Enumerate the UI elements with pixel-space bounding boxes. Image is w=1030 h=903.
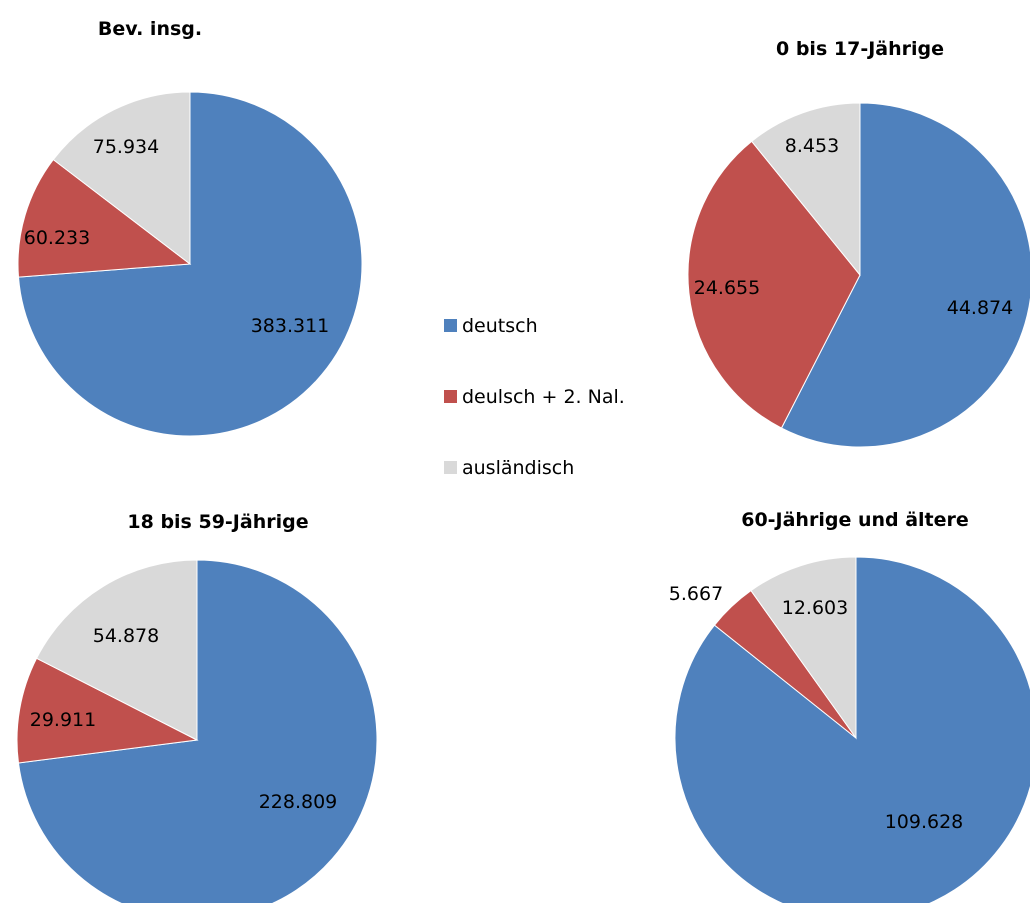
data-label: 12.603	[782, 597, 848, 619]
legend-label: deutsch	[462, 315, 538, 337]
chart-title: 18 bis 59-Jährige	[127, 511, 308, 533]
legend-swatch	[444, 461, 457, 474]
data-label: 24.655	[694, 277, 760, 299]
legend: deutsch deulsch + 2. Nal. ausländisch	[444, 315, 625, 479]
legend-swatch	[444, 390, 457, 403]
pie-chart-3: 18 bis 59-Jährige 228.809 29.911 54.878	[16, 511, 378, 903]
pie-slice-deulsch-2-nal	[687, 140, 861, 429]
pie-slice-ausländisch	[750, 556, 857, 740]
data-label: 383.311	[251, 315, 330, 337]
chart-title: 0 bis 17-Jährige	[776, 38, 944, 60]
data-label: 8.453	[785, 135, 839, 157]
pie-slice-ausländisch	[35, 559, 198, 741]
legend-swatch	[444, 319, 457, 332]
pie-chart-2: 0 bis 17-Jährige 44.874 24.655 8.453	[687, 38, 1030, 448]
legend-label: deulsch + 2. Nal.	[462, 386, 625, 408]
data-label: 75.934	[93, 136, 159, 158]
chart-title: 60-Jährige und ältere	[741, 509, 969, 531]
data-label: 44.874	[947, 297, 1013, 319]
pie-slice-deutsch	[674, 556, 1030, 903]
pie-slice-deulsch-2-nal	[16, 657, 199, 764]
legend-label: ausländisch	[462, 457, 574, 479]
legend-item: deulsch + 2. Nal.	[444, 386, 625, 408]
data-label: 5.667	[669, 583, 723, 605]
pie-slice-deutsch	[780, 102, 1030, 448]
data-label: 54.878	[93, 625, 159, 647]
data-label: 109.628	[885, 811, 964, 833]
data-label: 60.233	[24, 227, 90, 249]
legend-item: ausländisch	[444, 457, 574, 479]
pie-slice-ausländisch	[750, 102, 861, 277]
legend-item: deutsch	[444, 315, 538, 337]
pie-chart-1: Bev. insg. 383.311 60.233 75.934	[17, 18, 363, 437]
pie-slice-deulsch-2-nal	[17, 158, 192, 278]
chart-title: Bev. insg.	[98, 18, 202, 40]
pie-slice-ausländisch	[52, 91, 191, 266]
pie-slice-deutsch	[17, 559, 378, 903]
pie-chart-4: 60-Jährige und ältere 109.628 5.667 12.603	[669, 509, 1030, 903]
data-label: 228.809	[259, 791, 338, 813]
data-label: 29.911	[30, 709, 96, 731]
